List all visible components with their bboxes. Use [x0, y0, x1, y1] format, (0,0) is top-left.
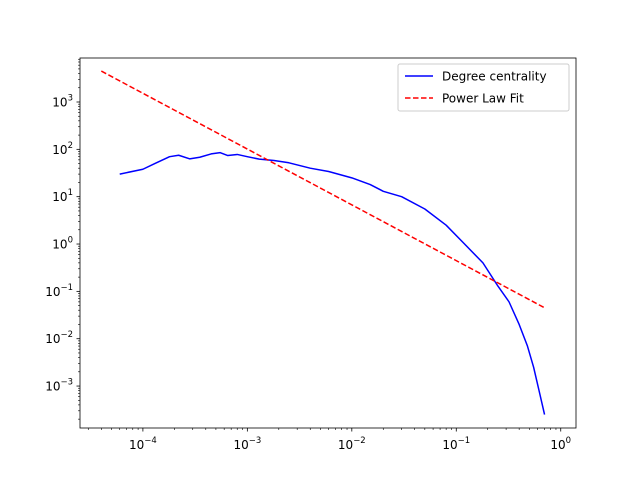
series-layer [100, 70, 546, 415]
x-tick-label: 10−1 [442, 436, 470, 452]
x-tick-label: 10−4 [129, 436, 157, 452]
x-tick-label: 10−3 [233, 436, 261, 452]
legend-label-power-law-fit: Power Law Fit [442, 92, 524, 106]
x-axis-ticks: 10−4 10−3 10−2 10−1 100 [87, 428, 571, 452]
y-tick-label: 101 [52, 188, 73, 204]
y-tick-label: 103 [52, 94, 73, 110]
y-tick-label: 10−3 [45, 378, 73, 394]
y-tick-label: 10−2 [45, 330, 73, 346]
x-tick-label: 100 [550, 436, 571, 452]
legend-box [397, 63, 570, 112]
y-tick-label: 10−1 [45, 283, 73, 299]
plot-area-frame [79, 57, 577, 429]
y-axis-ticks: 10−3 10−2 10−1 100 101 102 103 [45, 58, 80, 420]
legend: Degree centrality Power Law Fit [397, 63, 570, 112]
y-tick-label: 100 [52, 236, 73, 252]
y-tick-label: 102 [52, 141, 73, 157]
x-tick-label: 10−2 [338, 436, 366, 452]
series-line-power-law-fit [100, 70, 545, 309]
legend-label-degree-centrality: Degree centrality [442, 70, 547, 84]
series-line-degree-centrality [119, 151, 546, 415]
